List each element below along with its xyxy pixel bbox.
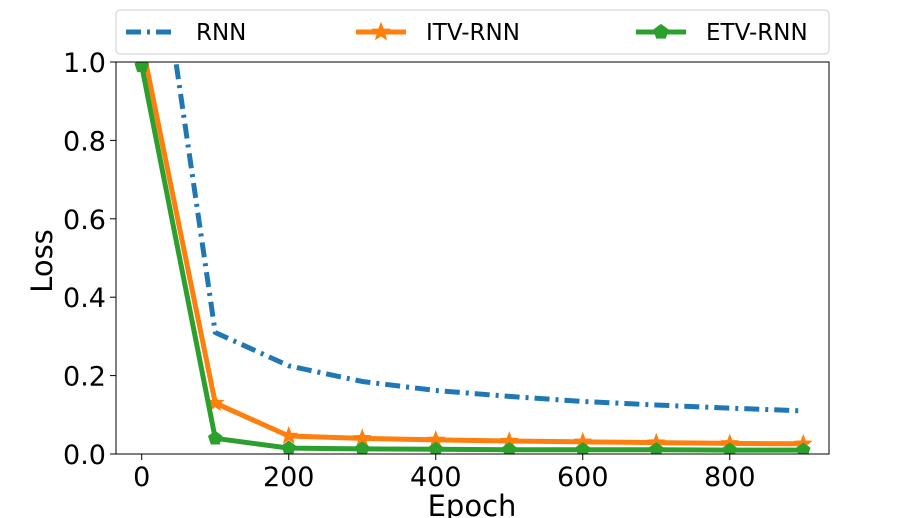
series-line: [173, 62, 804, 414]
legend-item-rnn: RNN: [126, 20, 246, 46]
plot-frame: [115, 61, 830, 455]
y-tick-label: 0.2: [63, 362, 106, 393]
x-axis-title: Epoch: [428, 489, 517, 518]
y-tick-label: 0.0: [63, 440, 106, 471]
series-itv-rnn: [143, 62, 813, 452]
axis-ticks: 0 200 400 600 800 0.0 0.2 0.4 0.6 0.8 1.0: [63, 48, 755, 493]
series-etv-rnn: [134, 62, 811, 454]
data-point: [502, 442, 517, 454]
legend-marker: [653, 23, 669, 39]
series-rnn: [173, 62, 804, 414]
x-tick-label: 600: [557, 462, 609, 493]
x-tick-label: 400: [410, 462, 462, 493]
y-tick-label: 0.8: [63, 126, 106, 157]
y-tick-label: 0.6: [63, 205, 106, 236]
legend-box: [115, 9, 830, 55]
y-axis-title: Loss: [25, 229, 59, 293]
legend-label: ITV-RNN: [426, 20, 520, 46]
data-point: [722, 442, 738, 454]
legend-item-etv-rnn: ETV-RNN: [636, 20, 808, 46]
data-point: [134, 62, 149, 73]
legend-label: RNN: [196, 20, 246, 46]
legend: RNN ITV-RNN ETV-RNN: [115, 9, 830, 55]
data-point: [428, 441, 443, 454]
legend-marker: [371, 21, 391, 41]
y-tick-label: 0.4: [63, 283, 106, 314]
data-point: [279, 426, 299, 444]
data-point: [207, 430, 223, 445]
y-tick-label: 1.0: [63, 48, 106, 79]
data-point: [649, 442, 664, 454]
x-tick-label: 800: [704, 462, 756, 493]
legend-label: ETV-RNN: [706, 20, 808, 46]
x-tick-label: 200: [263, 462, 315, 493]
series-line: [139, 65, 804, 453]
data-point: [354, 441, 370, 454]
data-point: [796, 442, 811, 454]
x-tick-label: 0: [133, 462, 150, 493]
series-line: [143, 62, 804, 447]
legend-item-itv-rnn: ITV-RNN: [356, 20, 520, 46]
data-point: [575, 442, 591, 454]
series-layer: [134, 62, 813, 454]
